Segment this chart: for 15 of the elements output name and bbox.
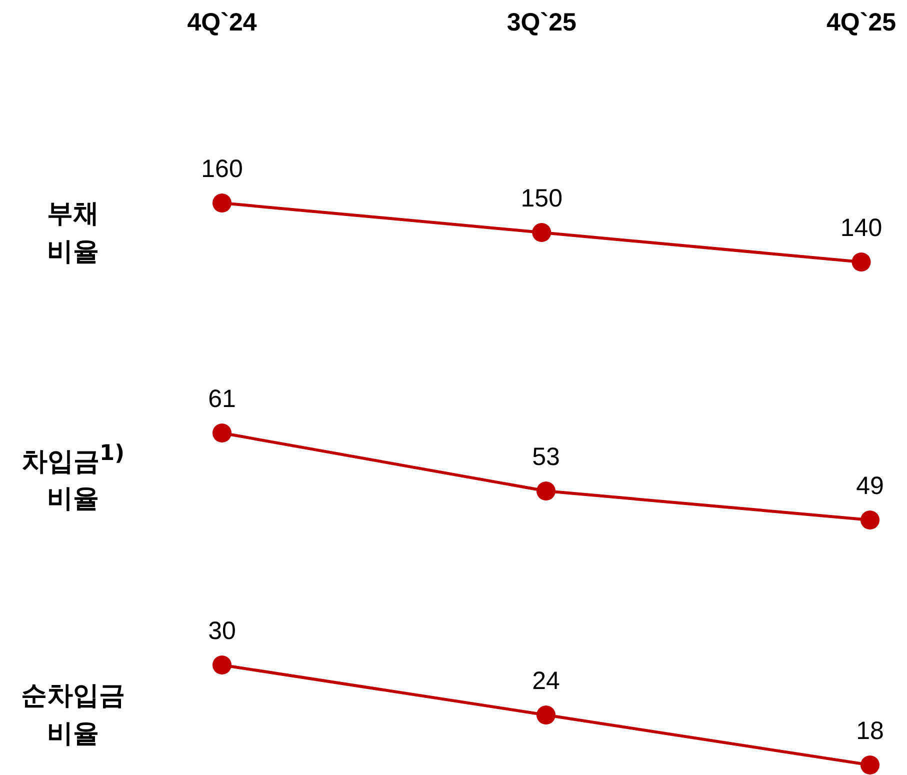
data-label: 24 — [532, 667, 560, 695]
data-label: 150 — [520, 184, 562, 212]
x-tick-label: 3Q`25 — [506, 8, 576, 36]
x-tick-label: 4Q`25 — [826, 8, 896, 36]
data-label: 140 — [840, 214, 882, 242]
x-tick-label: 4Q`24 — [187, 8, 257, 36]
data-label: 30 — [208, 617, 236, 645]
y-axis-title: 차입금$^{1)}$ 비율 — [20, 440, 126, 516]
data-label: 61 — [208, 385, 236, 413]
data-label: 53 — [532, 443, 560, 471]
y-axis-title: 순차입금 비율 — [20, 680, 126, 751]
data-label: 18 — [856, 717, 884, 745]
data-label: 49 — [856, 472, 884, 500]
y-axis-title: 부채 비율 — [46, 198, 100, 268]
data-label: 160 — [201, 155, 243, 183]
